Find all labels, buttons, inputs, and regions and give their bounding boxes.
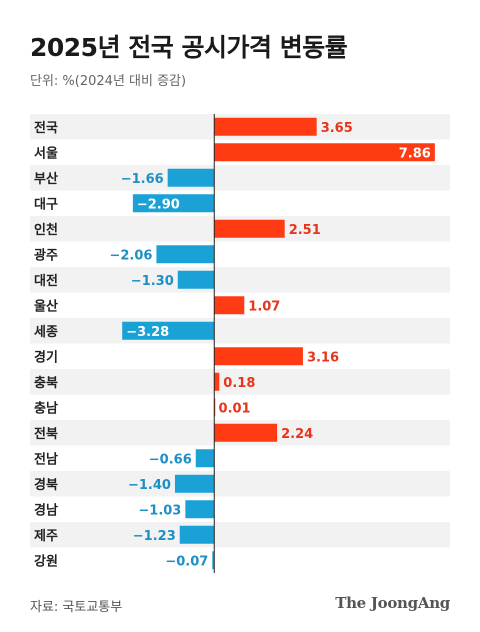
- value-label: −2.06: [109, 248, 152, 263]
- category-label: 강원: [34, 553, 58, 569]
- bar-negative: [174, 474, 215, 493]
- category-label: 대전: [34, 273, 58, 289]
- bar-positive: [214, 423, 278, 442]
- value-label: −1.30: [131, 274, 174, 289]
- chart-area: 전국 3.65 서울 7.86 부산 −1.66 대구 −2.90 인천 2.51 광주 −2.06 대…: [30, 114, 450, 576]
- bar-positive: [214, 296, 245, 315]
- source-note: 자료: 국토교통부: [30, 600, 123, 615]
- category-label: 광주: [34, 248, 58, 263]
- row-background: [30, 318, 450, 344]
- category-label: 대구: [34, 197, 58, 212]
- value-label: −1.40: [128, 478, 171, 493]
- bar-negative: [185, 500, 215, 519]
- bar-positive: [214, 219, 285, 238]
- bar-positive: [214, 347, 303, 366]
- value-label: 2.24: [281, 427, 313, 442]
- row-background: [30, 522, 450, 548]
- value-label: 0.18: [223, 376, 255, 391]
- value-label: 3.16: [307, 350, 339, 365]
- bar-negative: [167, 168, 215, 187]
- category-label: 충북: [34, 375, 58, 391]
- row-background: [30, 267, 450, 293]
- bar-negative: [179, 525, 215, 544]
- value-label: 2.51: [289, 223, 321, 238]
- value-label: −0.07: [165, 554, 208, 569]
- bar-positive: [214, 372, 220, 391]
- value-label: −2.90: [137, 197, 180, 212]
- chart-title: 2025년 전국 공시가격 변동률: [30, 33, 348, 62]
- chart-subtitle: 단위: %(2024년 대비 증감): [30, 74, 187, 89]
- category-label: 전북: [34, 426, 58, 442]
- category-label: 제주: [34, 529, 58, 544]
- category-label: 서울: [34, 145, 58, 161]
- category-label: 경남: [34, 502, 58, 518]
- value-label: 0.01: [219, 401, 251, 416]
- category-label: 전남: [34, 451, 58, 467]
- category-label: 경북: [34, 477, 58, 493]
- value-label: 7.86: [399, 146, 431, 161]
- row-background: [30, 165, 450, 191]
- value-label: −0.66: [149, 452, 192, 467]
- bar-negative: [132, 194, 215, 213]
- value-label: −1.66: [121, 172, 164, 187]
- category-label: 전국: [34, 120, 58, 136]
- bar-negative: [177, 270, 215, 289]
- bar-positive: [214, 143, 435, 162]
- bar-negative: [212, 551, 215, 570]
- category-label: 인천: [34, 222, 58, 238]
- bar-chart: 전국 3.65 서울 7.86 부산 −1.66 대구 −2.90 인천 2.51 광주 −2.06 대…: [30, 114, 450, 573]
- row-background: [30, 471, 450, 497]
- bar-negative: [156, 245, 215, 264]
- category-label: 세종: [34, 325, 58, 340]
- value-label: 1.07: [248, 299, 280, 314]
- value-label: −1.03: [138, 503, 181, 518]
- category-label: 경기: [34, 349, 58, 365]
- value-label: −1.23: [133, 529, 176, 544]
- row-background: [30, 369, 450, 395]
- category-label: 충남: [34, 400, 58, 416]
- bar-negative: [122, 321, 215, 340]
- category-label: 울산: [34, 298, 58, 314]
- value-label: 3.65: [321, 121, 353, 136]
- category-label: 부산: [34, 171, 58, 187]
- bar-negative: [195, 449, 215, 468]
- value-label: −3.28: [126, 325, 169, 340]
- brand-logo: The JoongAng: [335, 594, 450, 612]
- bar-positive: [214, 117, 317, 136]
